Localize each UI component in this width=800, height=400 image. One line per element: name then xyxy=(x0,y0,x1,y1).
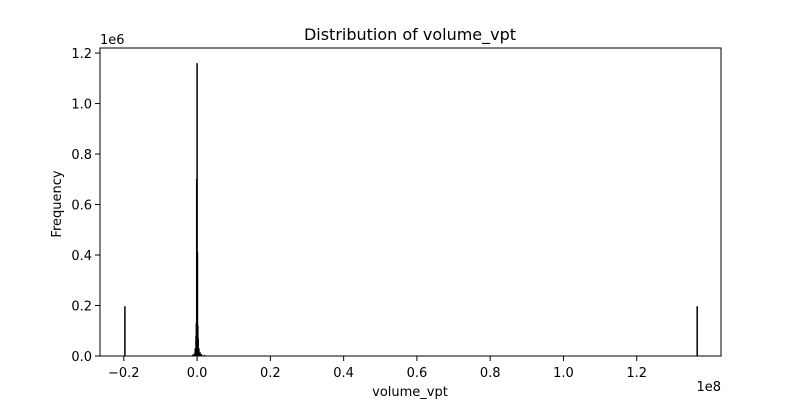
y-ticks-group: 0.0 0.2 0.4 0.6 0.8 1.0 1.2 xyxy=(71,47,100,365)
y-offset-label: 1e6 xyxy=(100,33,125,48)
x-tick-label: 0.4 xyxy=(333,366,354,381)
plot-frame xyxy=(99,47,722,357)
x-tick-label: 1.0 xyxy=(553,366,574,381)
y-tick-label: 0.8 xyxy=(71,148,92,163)
x-offset-label: 1e8 xyxy=(696,380,721,395)
y-tick-label: 0.6 xyxy=(71,199,92,214)
bars-group xyxy=(124,63,698,356)
x-tick-label: 0.0 xyxy=(187,366,208,381)
x-tick-label: 1.2 xyxy=(626,366,647,381)
x-tick-label: 0.6 xyxy=(407,366,428,381)
y-axis-title: Frequency xyxy=(50,170,65,237)
x-tick-label: 0.8 xyxy=(480,366,501,381)
y-tick-label: 0.4 xyxy=(71,249,92,264)
x-axis-title: volume_vpt xyxy=(372,385,448,400)
x-ticks-group: −0.2 0.0 0.2 0.4 0.6 0.8 1.0 1.2 xyxy=(108,356,647,381)
chart-title: Distribution of volume_vpt xyxy=(304,25,516,45)
y-tick-label: 1.2 xyxy=(71,47,92,62)
y-tick-label: 1.0 xyxy=(71,98,92,113)
y-tick-label: 0.2 xyxy=(71,300,92,315)
y-tick-label: 0.0 xyxy=(71,350,92,365)
x-tick-label: −0.2 xyxy=(108,366,140,381)
x-tick-label: 0.2 xyxy=(260,366,281,381)
